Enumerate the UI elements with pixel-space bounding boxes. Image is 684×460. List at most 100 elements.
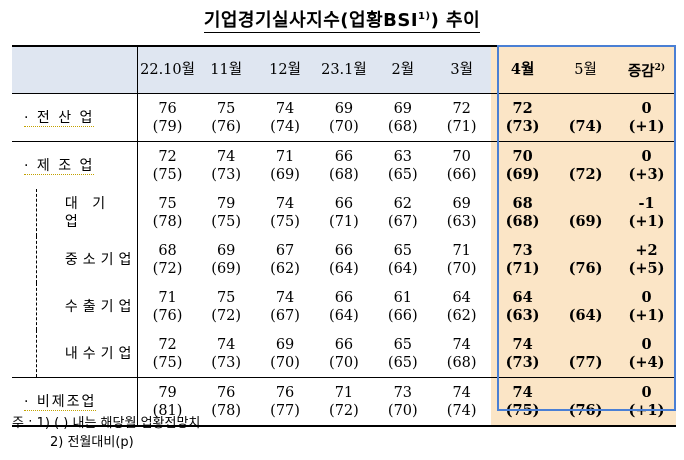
value-cell: 66 (71) (329, 195, 359, 230)
value-cell: 71 (76) (152, 289, 183, 324)
col-header-change: 증감2) (617, 45, 676, 94)
col-header: 2월 (373, 45, 433, 94)
value-cell: 69 (70) (255, 330, 315, 378)
indent-cell (12, 330, 37, 378)
change-cell: 0 (+3) (617, 141, 676, 189)
apr-cell: 74 (75) (491, 377, 555, 427)
value-cell: 69 (70) (314, 93, 374, 142)
change-cell: -1 (+1) (617, 189, 676, 236)
table-row: · 제 조 업 72 (75) 74 (73) 71 (69) 66 (68) 63 (65) 70(… (12, 141, 676, 189)
value-cell: 74 (73) (211, 148, 242, 183)
value-cell: 79 (81) (137, 377, 197, 427)
value-cell: 68 (72) (152, 242, 183, 277)
table-row: · 비제조업 79 (81) 76 (78) 76 (77) 71 (72) 73 (70) 74 (7… (12, 377, 676, 427)
indent-cell (12, 283, 37, 330)
value-cell: 74 (68) (432, 330, 492, 378)
value-cell: 61 (66) (387, 289, 418, 324)
title-sup: 1) (418, 11, 431, 22)
value-cell: 65 (64) (387, 242, 418, 277)
value-cell: 63 (65) (387, 148, 418, 183)
value-cell: 79 (75) (211, 195, 242, 230)
value-cell: 74 (67) (270, 289, 300, 324)
value-cell: 67 (62) (270, 242, 300, 277)
change-cell: 0 (+1) (617, 93, 676, 142)
table-row: · 전 산 업 76 (79) 75 (76) 74 (74) 69 (70) 69 (68) 72(… (12, 93, 676, 142)
value-cell: 74 (73) (196, 330, 256, 378)
value-cell: 75 (76) (196, 93, 256, 142)
table-row: 중소기업 68 (72) 69 (69) 67 (62) 66 (64) 65 (64) 71 (70)… (12, 236, 676, 283)
value-cell: 76 (77) (255, 377, 315, 427)
col-header: 12월 (255, 45, 315, 94)
header-row: 22.10월 11월 12월 23.1월 2월 3월 4월 5월 증감2) (12, 45, 676, 94)
apr-cell: 74 (73) (491, 330, 555, 378)
col-header-apr: 4월 (491, 45, 555, 94)
value-cell: 71 (72) (314, 377, 374, 427)
indent-cell (12, 236, 37, 283)
title-main: 기업경기실사지수(업황BSI (203, 10, 419, 31)
header-corner (12, 45, 139, 94)
value-cell: 66 (64) (329, 289, 359, 324)
value-cell: 72 (75) (137, 330, 197, 378)
value-cell: 72 (75) (152, 148, 183, 183)
value-cell: 74 (74) (255, 93, 315, 142)
may-cell: (69) (554, 189, 617, 236)
row-label: · 비제조업 (12, 377, 139, 427)
col-header: 22.10월 (137, 45, 197, 94)
value-cell: 72 (71) (432, 93, 492, 142)
may-cell: (76) (554, 236, 617, 283)
may-cell: (74) (554, 93, 617, 142)
value-cell: 74 (75) (270, 195, 300, 230)
value-cell: 74 (74) (432, 377, 492, 427)
footnotes: 주 : 1) ( ) 내는 해당월 업황전망치 2) 전월대비(p) (12, 414, 200, 452)
row-label: 중소기업 (36, 236, 139, 283)
change-cell: 0 (+1) (617, 283, 676, 330)
value-cell: 75 (72) (211, 289, 242, 324)
footnote-2: 2) 전월대비(p) (50, 435, 134, 450)
row-label: 대 기 업 (36, 189, 139, 236)
value-cell: 69 (69) (211, 242, 242, 277)
value-cell: 76 (79) (137, 93, 197, 142)
value-cell: 73 (70) (373, 377, 433, 427)
col-header: 11월 (196, 45, 256, 94)
value-cell: 65 (65) (373, 330, 433, 378)
table-row: 대 기 업 75 (78) 79 (75) 74 (75) 66 (71) 62 (67) 69 (63… (12, 189, 676, 236)
may-cell: (64) (554, 283, 617, 330)
value-cell: 76 (78) (196, 377, 256, 427)
table-title: 기업경기실사지수(업황BSI1)) 추이 (0, 6, 684, 33)
col-header: 23.1월 (314, 45, 374, 94)
row-label: 수출기업 (36, 283, 139, 330)
apr-cell: 70 (69) (491, 141, 555, 189)
value-cell: 71 (70) (446, 242, 477, 277)
may-cell: (77) (554, 330, 617, 378)
apr-cell: 72 (73) (491, 93, 555, 142)
bsi-table: 22.10월 11월 12월 23.1월 2월 3월 4월 5월 증감2) · … (12, 45, 676, 427)
value-cell: 66 (68) (329, 148, 359, 183)
table-row: 내수기업 72 (75) 74 (73) 69 (70) 66 (70) 65 (65) 74 (68)… (12, 330, 676, 378)
value-cell: 62 (67) (387, 195, 418, 230)
row-label: 내수기업 (36, 330, 139, 378)
table-row: 수출기업 71 (76) 75 (72) 74 (67) 66 (64) 61 (66) 64 (62)… (12, 283, 676, 330)
may-cell: (76) (554, 377, 617, 427)
value-cell: 75 (78) (152, 195, 183, 230)
value-cell: 69 (68) (373, 93, 433, 142)
indent-cell (12, 189, 37, 236)
apr-cell: 64 (63) (491, 283, 555, 330)
col-header-may: 5월 (554, 45, 617, 94)
value-cell: 66 (70) (314, 330, 374, 378)
value-cell: 71 (69) (270, 148, 300, 183)
change-cell: 0 (+4) (617, 330, 676, 378)
row-label: · 제 조 업 (12, 141, 139, 189)
change-cell: +2 (+5) (617, 236, 676, 283)
value-cell: 66 (64) (329, 242, 359, 277)
may-cell: (72) (554, 141, 617, 189)
value-cell: 70 (66) (446, 148, 477, 183)
title-tail: ) 추이 (430, 10, 481, 31)
value-cell: 69 (63) (446, 195, 477, 230)
change-cell: 0 (+1) (617, 377, 676, 427)
apr-cell: 68 (68) (491, 189, 555, 236)
row-label: · 전 산 업 (12, 93, 139, 142)
apr-cell: 73 (71) (491, 236, 555, 283)
value-cell: 64 (62) (446, 289, 477, 324)
col-header: 3월 (432, 45, 492, 94)
footnote-1: 주 : 1) ( ) 내는 해당월 업황전망치 (12, 416, 201, 431)
